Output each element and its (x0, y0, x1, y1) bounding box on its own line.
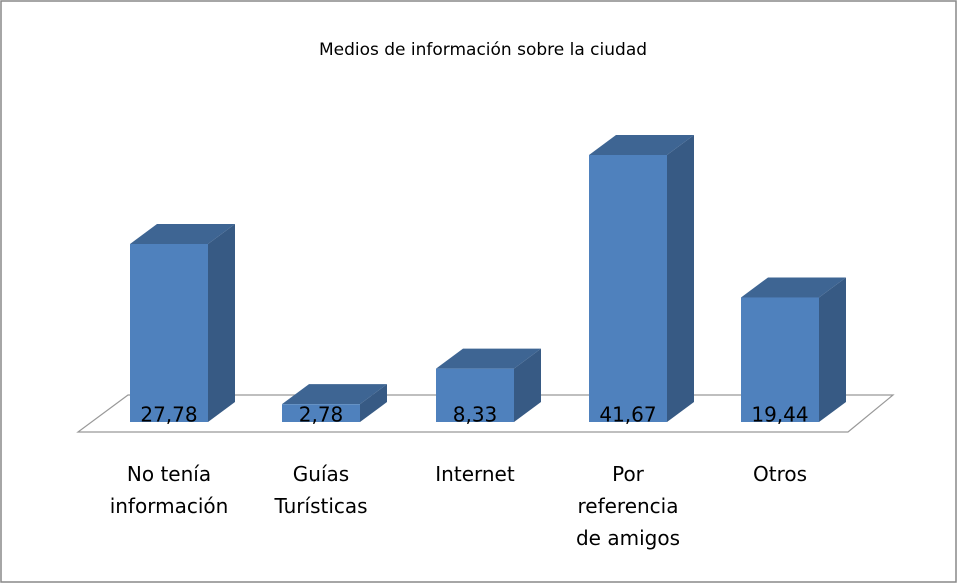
value-label: 19,44 (751, 403, 808, 427)
bar-side (208, 224, 235, 422)
bar-side (514, 348, 541, 422)
bar (130, 224, 235, 422)
bar-top (741, 277, 846, 298)
bar-top (130, 224, 235, 244)
x-tick-label: Por referencia de amigos (576, 462, 680, 550)
chart-title: Medios de información sobre la ciudad (319, 40, 647, 60)
x-tick-label: Guías Turísticas (273, 462, 367, 518)
bar-top (282, 384, 387, 405)
value-label: 27,78 (140, 403, 197, 427)
bar-side (360, 384, 387, 422)
labels: No tenía información Guías Turísticas Intern… (110, 462, 807, 550)
bar (436, 348, 541, 422)
bar-front (589, 155, 667, 422)
bar (589, 135, 694, 422)
x-tick-label: Otros (753, 462, 807, 486)
bar (282, 384, 387, 422)
bar-top (436, 348, 541, 369)
bar-front (741, 297, 819, 422)
value-label: 2,78 (299, 403, 344, 427)
value-label: 8,33 (453, 403, 498, 427)
x-tick-label: No tenía información (110, 462, 229, 518)
bar-side (819, 277, 846, 422)
bar-side (667, 135, 694, 422)
bars: 27,78 2,78 8,33 41,67 19,44 (130, 135, 846, 427)
bar-front (436, 368, 514, 422)
x-tick-label: Internet (435, 462, 515, 486)
bar-front (282, 404, 360, 422)
bar-front (130, 244, 208, 422)
bar-top (589, 135, 694, 155)
bar (741, 277, 846, 422)
value-label: 41,67 (599, 403, 656, 427)
